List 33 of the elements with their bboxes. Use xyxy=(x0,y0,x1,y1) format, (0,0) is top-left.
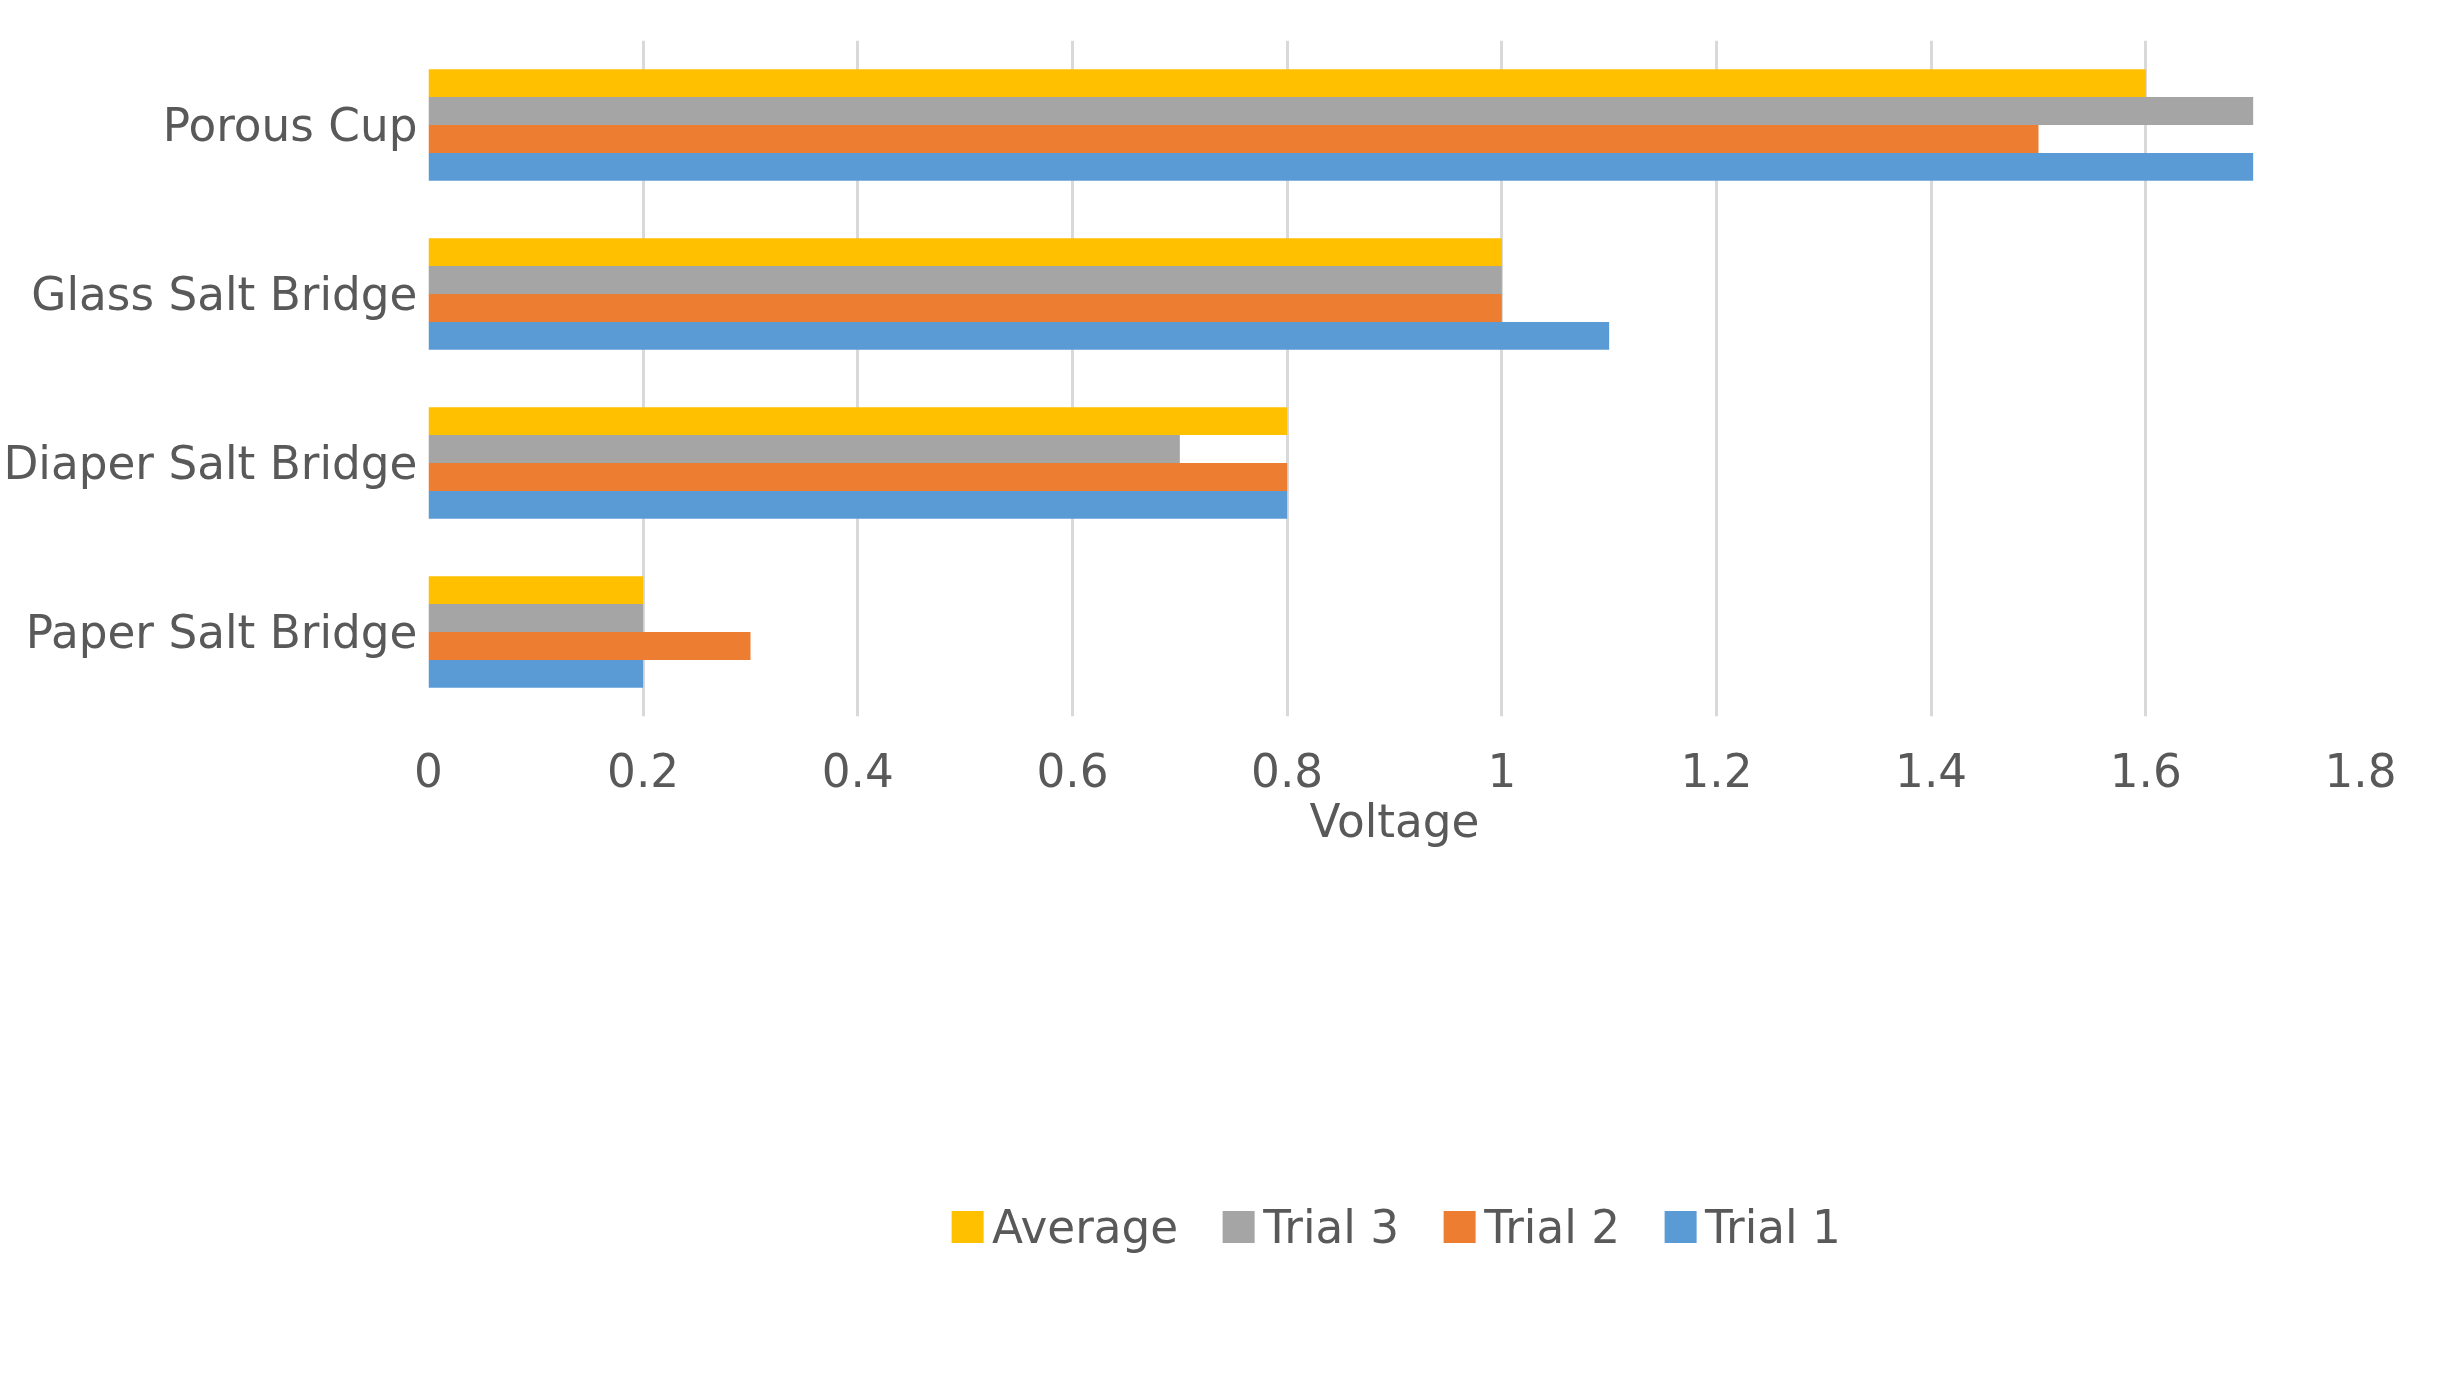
x-tick-label: 1.8 xyxy=(2324,744,2397,798)
y-tick-label: Diaper Salt Bridge xyxy=(3,436,418,490)
bar xyxy=(428,125,2039,153)
bar xyxy=(428,321,1610,350)
legend-label: Trial 3 xyxy=(1263,1200,1400,1254)
y-tick-label: Paper Salt Bridge xyxy=(25,605,418,659)
x-tick-label: 0.6 xyxy=(1036,744,1109,798)
x-tick-label: 0.2 xyxy=(607,744,680,798)
bar xyxy=(428,238,1502,267)
x-tick-label: 1 xyxy=(1487,744,1517,798)
x-tick-label: 1.4 xyxy=(1895,744,1968,798)
x-tick-label: 1.2 xyxy=(1680,744,1753,798)
bar xyxy=(428,632,751,660)
y-tick-label: Glass Salt Bridge xyxy=(31,267,418,321)
bar xyxy=(428,407,1288,436)
bar xyxy=(428,490,1288,519)
bar xyxy=(428,69,2146,98)
bar xyxy=(428,463,1288,491)
y-tick-label: Porous Cup xyxy=(162,98,418,152)
x-tick-label: 0.4 xyxy=(821,744,894,798)
x-tick-label: 1.6 xyxy=(2109,744,2182,798)
bar xyxy=(428,604,644,632)
bar xyxy=(428,266,1502,294)
legend-label: Trial 2 xyxy=(1484,1200,1621,1254)
bar xyxy=(428,97,2254,125)
legend-label: Trial 1 xyxy=(1705,1200,1841,1254)
bar xyxy=(428,435,1180,463)
bar xyxy=(428,659,644,688)
bar xyxy=(428,576,644,605)
legend-label: Average xyxy=(992,1200,1179,1254)
bar xyxy=(428,152,2254,181)
x-tick-label: 0 xyxy=(414,744,443,798)
bar xyxy=(428,294,1502,322)
